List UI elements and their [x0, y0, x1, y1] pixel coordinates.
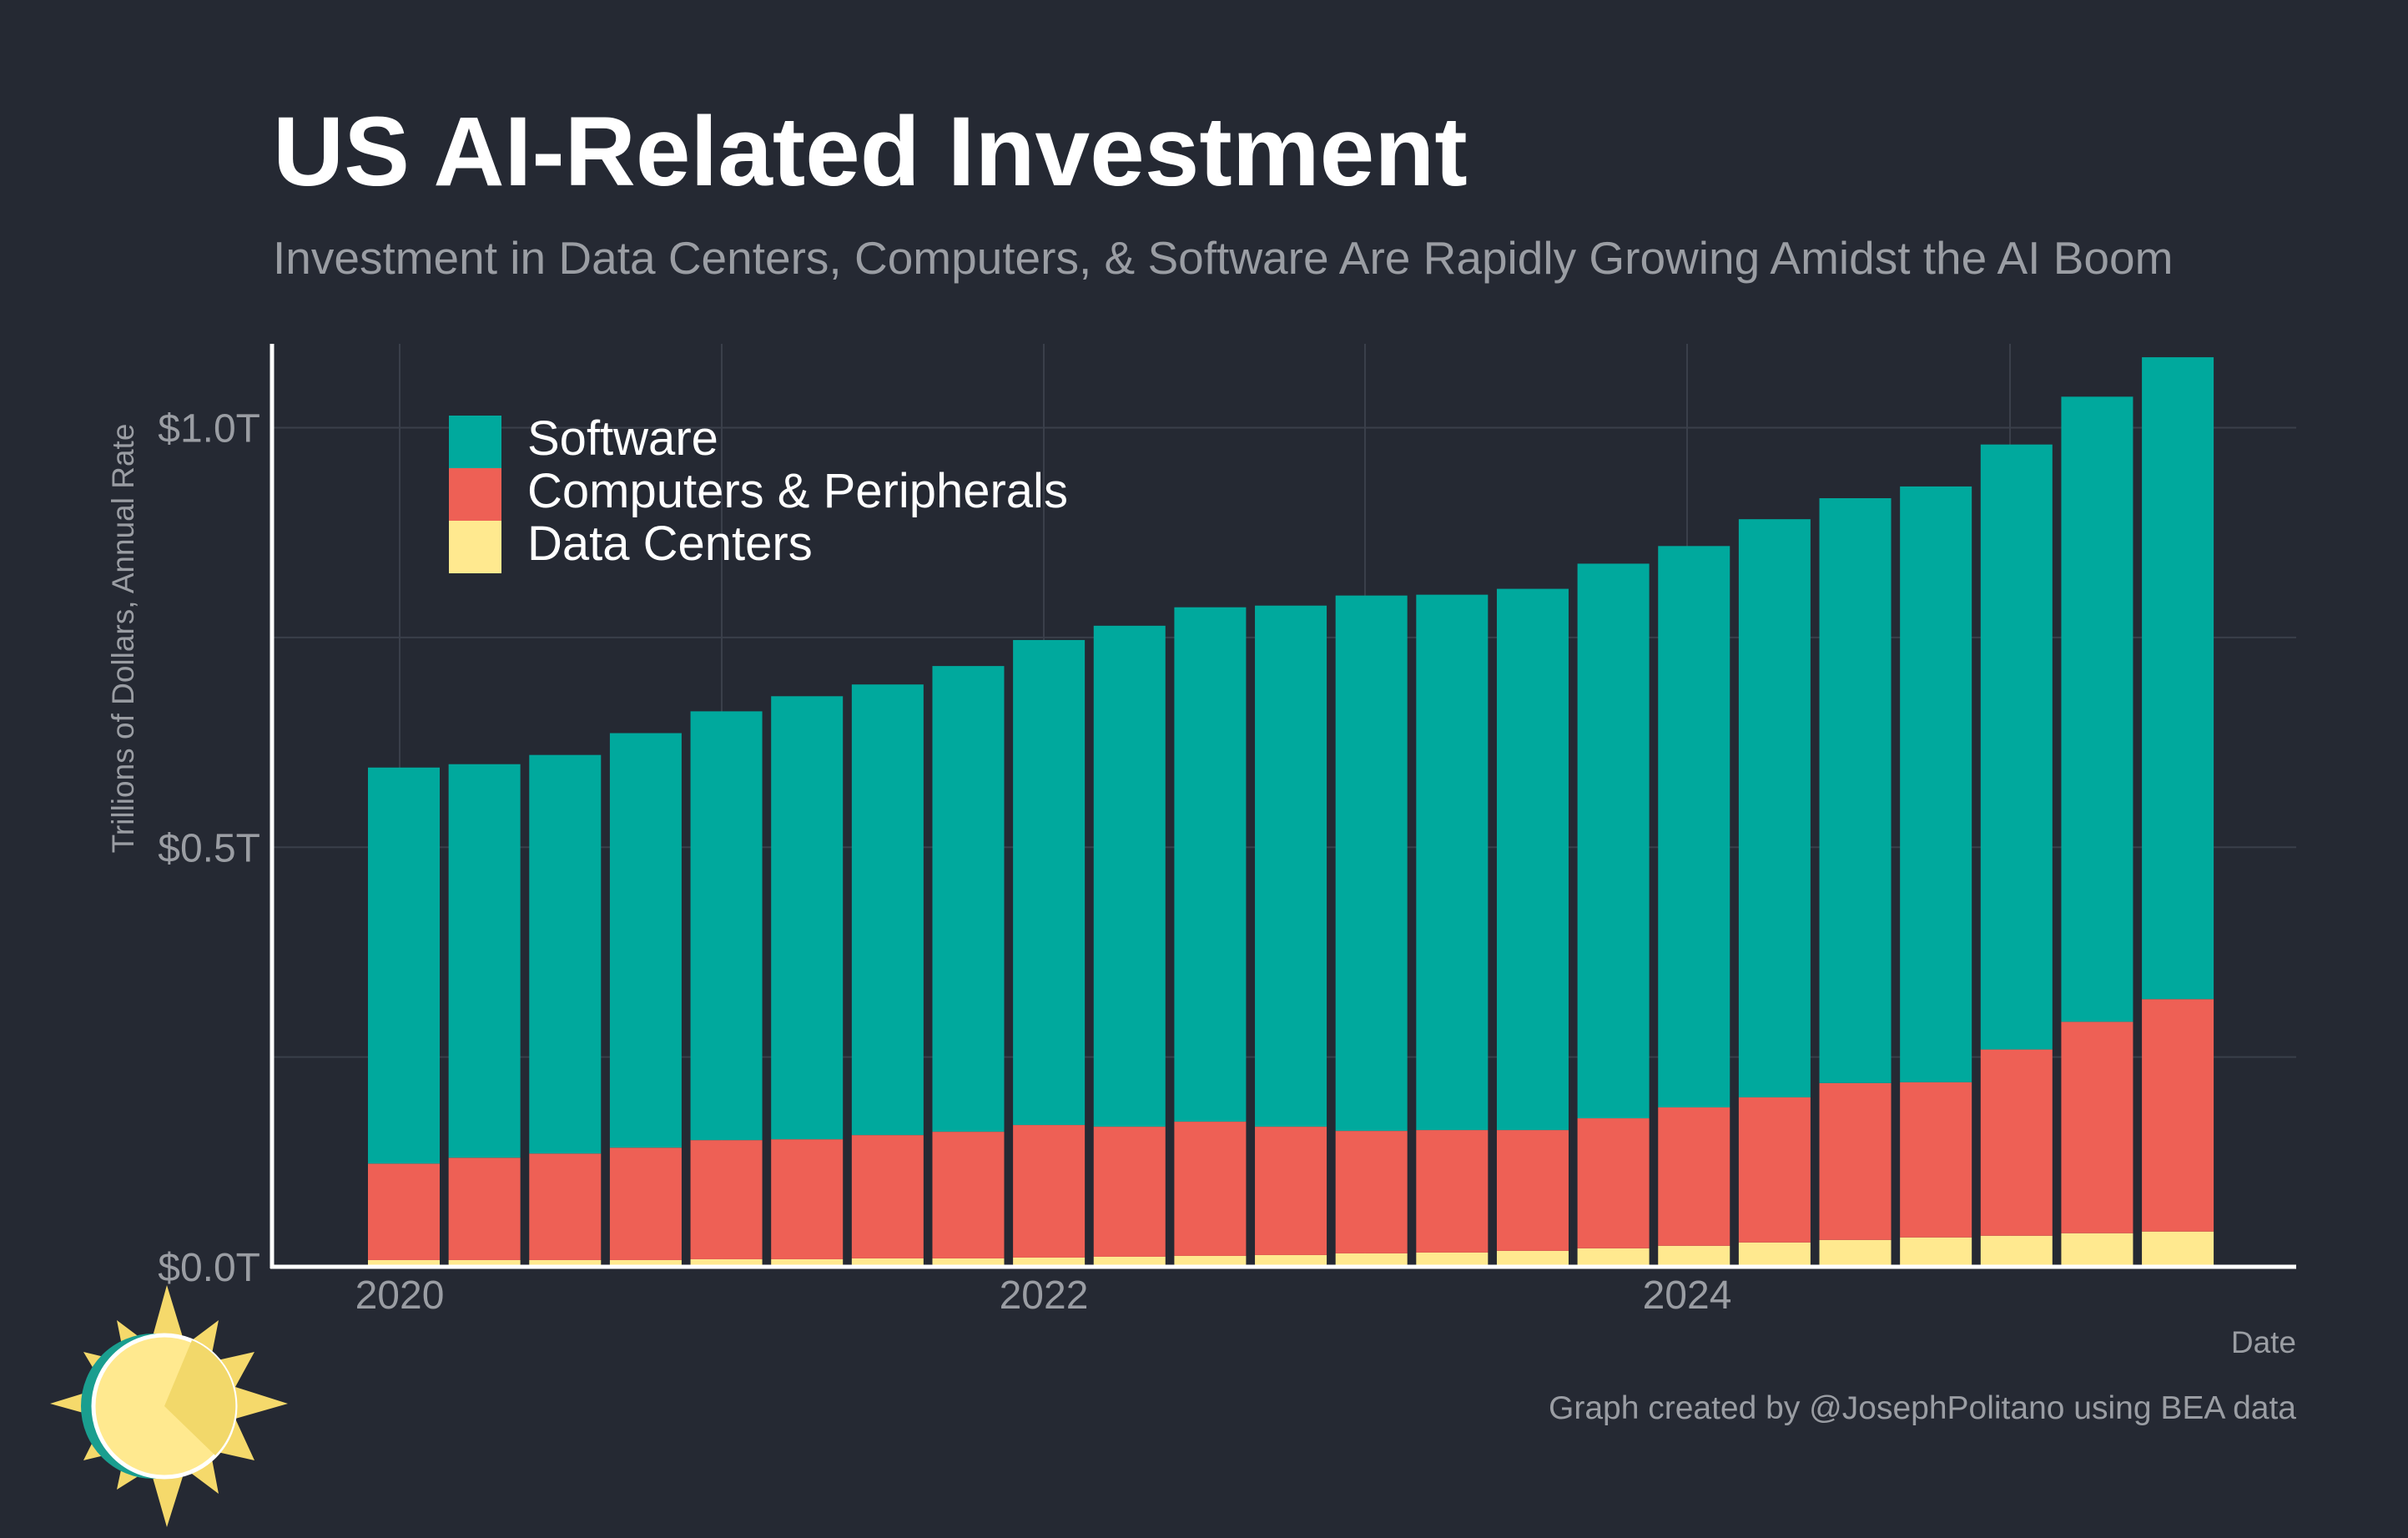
- bar-data-centers: [1658, 1245, 1730, 1267]
- bar-software: [1980, 444, 2053, 1050]
- bar-computers-peripherals: [1577, 1118, 1650, 1248]
- bar-data-centers: [2061, 1233, 2133, 1267]
- bar-software: [771, 696, 844, 1140]
- bar-software: [2061, 396, 2133, 1022]
- y-tick-label: $0.0T: [158, 1246, 260, 1290]
- bar-data-centers: [1174, 1255, 1247, 1267]
- bar-computers-peripherals: [1255, 1127, 1327, 1255]
- bar-data-centers: [1496, 1250, 1569, 1267]
- legend-swatch: [449, 468, 501, 521]
- axes: [270, 344, 2296, 1269]
- bar-computers-peripherals: [1013, 1125, 1086, 1258]
- y-tick-label: $0.5T: [158, 826, 260, 870]
- bar-computers-peripherals: [2142, 999, 2214, 1232]
- bar-software: [609, 733, 682, 1148]
- legend-label: Computers & Peripherals: [527, 464, 1068, 518]
- bar-computers-peripherals: [1093, 1127, 1166, 1257]
- bar-software: [1738, 519, 1811, 1097]
- bar-data-centers: [1980, 1235, 2053, 1267]
- bar-data-centers: [1255, 1254, 1327, 1267]
- bar-computers-peripherals: [1980, 1049, 2053, 1236]
- sun-face-shade: [164, 1340, 236, 1455]
- legend-swatch: [449, 416, 501, 468]
- bar-data-centers: [1416, 1252, 1489, 1267]
- bar-data-centers: [1577, 1248, 1650, 1267]
- bar-computers-peripherals: [1416, 1130, 1489, 1253]
- bar-computers-peripherals: [1819, 1082, 1892, 1240]
- legend-label: Software: [527, 411, 718, 466]
- bar-data-centers: [1900, 1237, 1972, 1267]
- bar-data-centers: [448, 1259, 521, 1267]
- bar-computers-peripherals: [368, 1163, 440, 1260]
- bar-computers-peripherals: [2061, 1021, 2133, 1233]
- bar-computers-peripherals: [448, 1157, 521, 1260]
- bar-data-centers: [529, 1259, 602, 1267]
- y-tick-labels: $0.0T $0.5T $1.0T: [158, 407, 260, 1290]
- bar-computers-peripherals: [609, 1147, 682, 1260]
- chart-title: US AI-Related Investment: [273, 97, 1468, 207]
- bar-software: [529, 754, 602, 1154]
- bar-software: [2142, 357, 2214, 1000]
- bar-data-centers: [1819, 1239, 1892, 1267]
- bar-computers-peripherals: [1738, 1097, 1811, 1243]
- bar-data-centers: [368, 1259, 440, 1267]
- bar-data-centers: [1013, 1257, 1086, 1267]
- bar-software: [1013, 639, 1086, 1126]
- bar-computers-peripherals: [690, 1140, 763, 1259]
- bar-software: [1335, 595, 1408, 1132]
- bar-computers-peripherals: [529, 1153, 602, 1260]
- bar-computers-peripherals: [1335, 1131, 1408, 1253]
- bar-computers-peripherals: [1174, 1122, 1247, 1256]
- bar-data-centers: [690, 1258, 763, 1267]
- bar-data-centers: [851, 1258, 924, 1267]
- bar-data-centers: [609, 1259, 682, 1267]
- bar-software: [448, 764, 521, 1158]
- bars: [368, 357, 2214, 1267]
- bar-software: [1496, 588, 1569, 1131]
- bar-software: [690, 711, 763, 1141]
- legend-label: Data Centers: [527, 517, 813, 571]
- bar-software: [1577, 563, 1650, 1119]
- x-tick-labels: 2020 2022 2024: [355, 1273, 1732, 1318]
- bar-data-centers: [932, 1258, 1005, 1267]
- bar-computers-peripherals: [851, 1135, 924, 1258]
- legend-swatch: [449, 521, 501, 573]
- credit-text: Graph created by @JosephPolitano using B…: [1549, 1390, 2296, 1426]
- bar-computers-peripherals: [1496, 1130, 1569, 1251]
- bar-computers-peripherals: [1658, 1107, 1730, 1246]
- y-tick-label: $1.0T: [158, 407, 260, 451]
- x-tick-label: 2020: [355, 1273, 445, 1318]
- bar-data-centers: [1093, 1256, 1166, 1267]
- bar-data-centers: [2142, 1231, 2214, 1267]
- bar-data-centers: [771, 1258, 844, 1267]
- x-tick-label: 2022: [1000, 1273, 1089, 1318]
- bar-data-centers: [1335, 1253, 1408, 1267]
- bar-software: [368, 767, 440, 1164]
- bar-software: [1093, 625, 1166, 1127]
- bar-data-centers: [1738, 1242, 1811, 1267]
- bar-computers-peripherals: [1900, 1082, 1972, 1238]
- chart-subtitle: Investment in Data Centers, Computers, &…: [273, 232, 2173, 284]
- bar-software: [851, 684, 924, 1136]
- bar-software: [1174, 607, 1247, 1122]
- y-axis-title: Trillions of Dollars, Annual Rate: [106, 424, 140, 854]
- x-tick-label: 2024: [1643, 1273, 1732, 1318]
- bar-software: [1658, 546, 1730, 1107]
- bar-software: [932, 666, 1005, 1132]
- bar-software: [1819, 498, 1892, 1083]
- bar-software: [1416, 594, 1489, 1131]
- bar-computers-peripherals: [932, 1132, 1005, 1258]
- x-axis-title: Date: [2231, 1325, 2296, 1359]
- bar-software: [1255, 605, 1327, 1127]
- bar-software: [1900, 486, 1972, 1082]
- bar-computers-peripherals: [771, 1139, 844, 1259]
- sun-logo: [50, 1285, 288, 1527]
